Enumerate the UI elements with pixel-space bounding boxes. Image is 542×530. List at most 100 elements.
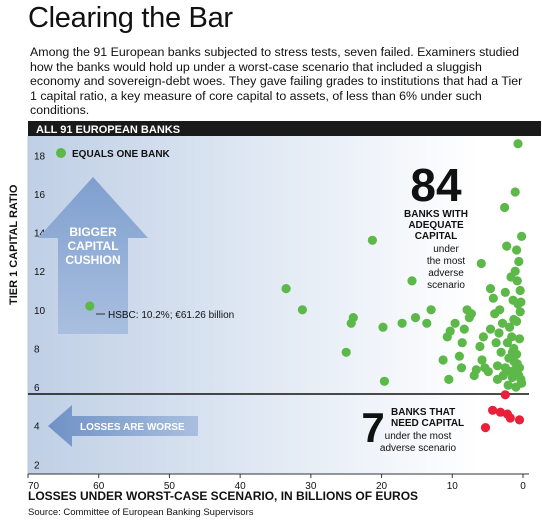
- pass-bank-point-75: [514, 256, 524, 267]
- x-tick-4: 30: [305, 481, 317, 492]
- y-tick-8: 18: [34, 151, 46, 162]
- pass-bank-point-11: [410, 313, 421, 323]
- pass-label-2: ADEQUATE: [408, 220, 464, 231]
- legend-dot: [56, 148, 66, 158]
- pass-bank-point-68: [511, 349, 522, 359]
- pass-bank-point-9: [397, 318, 407, 328]
- pass-bank-point-48: [500, 287, 510, 297]
- pass-bank-point-2: [297, 305, 307, 315]
- pass-label-3: CAPITAL: [415, 231, 458, 242]
- y-tick-7: 16: [34, 190, 46, 201]
- pass-bank-point-27: [471, 365, 481, 375]
- pass-bank-point-77: [514, 363, 525, 373]
- pass-bank-point-70: [512, 276, 522, 286]
- header-label: ALL 91 EUROPEAN BANKS: [36, 124, 180, 136]
- intro-paragraph: Among the 91 European banks subjected to…: [30, 45, 523, 118]
- pass-bank-point-69: [511, 316, 522, 326]
- pass-bank-point-3: [341, 347, 351, 357]
- pass-bank-point-21: [457, 338, 467, 348]
- pass-bank-point-35: [485, 284, 496, 294]
- pass-bank-point-16: [445, 326, 455, 336]
- pass-bank-point-78: [515, 307, 525, 317]
- pass-bank-point-42: [495, 305, 505, 315]
- pass-bank-point-81: [516, 297, 526, 307]
- pass-bank-point-31: [478, 332, 488, 342]
- fail-bank-point-0: [480, 423, 491, 433]
- arrow-up-label-1: BIGGER: [69, 225, 117, 239]
- pass-bank-point-0: [85, 301, 95, 311]
- fail-bank-point-5: [505, 413, 515, 423]
- y-tick-6: 14: [34, 229, 46, 240]
- arrow-left-label: LOSSES ARE WORSE: [80, 422, 185, 433]
- x-tick-1: 60: [93, 481, 105, 492]
- pass-label-1: BANKS WITH: [404, 209, 468, 220]
- y-tick-5: 12: [34, 267, 46, 278]
- arrow-left-icon: [48, 405, 198, 447]
- fail-count: 7: [361, 404, 384, 451]
- pass-bank-point-41: [494, 328, 504, 338]
- pass-bank-point-53: [505, 322, 515, 332]
- pass-bank-point-13: [426, 305, 436, 315]
- pass-bank-point-1: [281, 284, 291, 294]
- arrow-up-label-3: CUSHION: [65, 253, 120, 267]
- x-tick-7: 0: [520, 481, 526, 492]
- pass-bank-point-46: [500, 202, 510, 213]
- x-tick-3: 40: [235, 481, 247, 492]
- chart-title: Clearing the Bar: [28, 2, 233, 34]
- data-points: [85, 139, 527, 433]
- x-axis-title: LOSSES UNDER WORST-CASE SCENARIO, IN BIL…: [28, 489, 419, 503]
- pass-bank-point-38: [491, 338, 501, 348]
- pass-bank-point-29: [476, 258, 486, 269]
- pass-bank-point-73: [513, 139, 523, 149]
- pass-bank-point-56: [507, 332, 517, 342]
- source-note: Source: Committee of European Banking Su…: [28, 507, 254, 518]
- header-bar: [28, 121, 541, 136]
- y-tick-1: 4: [34, 422, 40, 433]
- pass-bank-point-49: [502, 241, 512, 251]
- fail-bank-point-3: [500, 390, 510, 400]
- pass-bank-point-67: [511, 245, 522, 255]
- x-tick-labels: 70 60 50 40 30 20 10 0: [27, 474, 526, 492]
- pass-bank-point-12: [422, 318, 432, 328]
- pass-bank-point-8: [378, 322, 388, 332]
- pass-sub-3: adverse: [428, 268, 464, 279]
- y-tick-3: 8: [34, 344, 40, 355]
- pass-bank-point-65: [510, 187, 520, 197]
- fail-bank-point-2: [495, 407, 505, 417]
- pass-bank-point-18: [450, 318, 460, 328]
- pass-bank-point-45: [498, 370, 508, 381]
- pass-bank-point-7: [379, 376, 389, 386]
- pass-bank-point-6: [367, 235, 377, 245]
- pass-bank-point-17: [444, 374, 454, 384]
- pass-bank-point-22: [459, 324, 469, 334]
- pass-bank-point-43: [496, 347, 506, 357]
- pass-bank-point-25: [466, 309, 476, 319]
- pass-sub-1: under: [433, 244, 459, 255]
- pass-bank-point-76: [514, 334, 525, 344]
- pass-bank-point-30: [477, 355, 487, 365]
- x-tick-2: 50: [164, 481, 176, 492]
- pass-bank-point-20: [456, 363, 467, 373]
- pass-bank-point-82: [517, 231, 527, 241]
- pass-count: 84: [410, 159, 462, 211]
- pass-bank-point-51: [503, 380, 513, 390]
- hsbc-annotation: HSBC: 10.2%; €61.26 billion: [108, 310, 234, 321]
- pass-bank-point-5: [348, 313, 358, 323]
- y-axis-title: TIER 1 CAPITAL RATIO: [8, 184, 20, 305]
- legend-label: EQUALS ONE BANK: [72, 149, 171, 160]
- fail-bank-point-6: [514, 415, 525, 425]
- pass-bank-point-39: [492, 361, 503, 371]
- pass-bank-point-28: [475, 341, 485, 352]
- x-tick-5: 20: [376, 481, 388, 492]
- fail-label-2: NEED CAPITAL: [391, 418, 464, 429]
- y-tick-0: 2: [34, 460, 40, 471]
- arrow-up-icon: [38, 177, 148, 334]
- pass-bank-point-44: [497, 318, 508, 328]
- pass-bank-point-34: [485, 324, 496, 334]
- fail-sub-1: under the most: [385, 431, 452, 442]
- pass-bank-point-33: [483, 367, 493, 377]
- pass-bank-point-19: [454, 351, 464, 361]
- y-tick-labels: 2 4 6 8 10 12 14 16 18: [34, 151, 46, 471]
- fail-sub-2: adverse scenario: [380, 443, 457, 454]
